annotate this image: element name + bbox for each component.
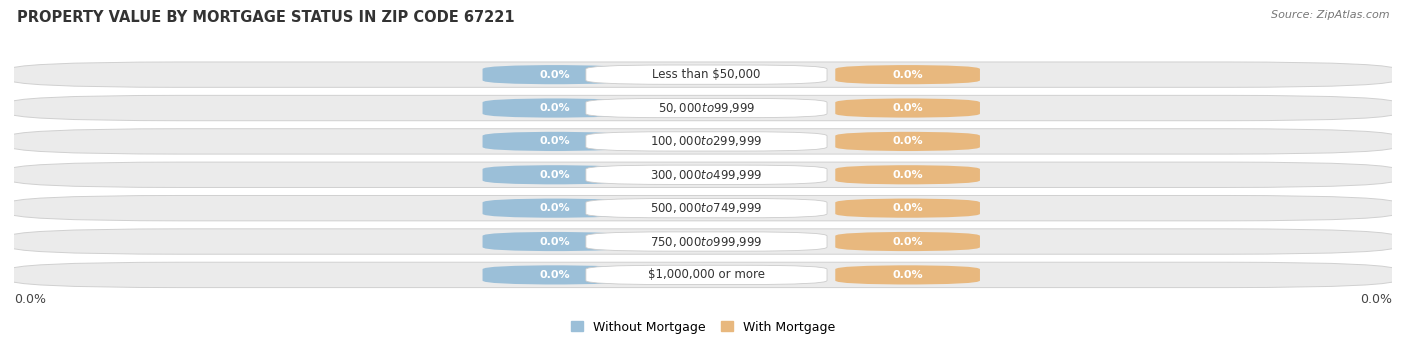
FancyBboxPatch shape: [482, 232, 627, 251]
FancyBboxPatch shape: [7, 95, 1399, 121]
FancyBboxPatch shape: [7, 162, 1399, 188]
FancyBboxPatch shape: [7, 262, 1399, 287]
FancyBboxPatch shape: [482, 198, 627, 218]
FancyBboxPatch shape: [586, 232, 827, 251]
Text: 0.0%: 0.0%: [540, 103, 571, 113]
Text: $1,000,000 or more: $1,000,000 or more: [648, 268, 765, 281]
Text: $300,000 to $499,999: $300,000 to $499,999: [650, 168, 762, 182]
FancyBboxPatch shape: [7, 229, 1399, 254]
Text: 0.0%: 0.0%: [893, 103, 922, 113]
FancyBboxPatch shape: [482, 65, 627, 84]
Text: 0.0%: 0.0%: [540, 170, 571, 180]
FancyBboxPatch shape: [7, 129, 1399, 154]
Text: $500,000 to $749,999: $500,000 to $749,999: [650, 201, 762, 215]
Text: PROPERTY VALUE BY MORTGAGE STATUS IN ZIP CODE 67221: PROPERTY VALUE BY MORTGAGE STATUS IN ZIP…: [17, 10, 515, 25]
FancyBboxPatch shape: [835, 132, 980, 151]
FancyBboxPatch shape: [586, 198, 827, 218]
Text: 0.0%: 0.0%: [540, 203, 571, 213]
FancyBboxPatch shape: [482, 132, 627, 151]
Text: 0.0%: 0.0%: [893, 203, 922, 213]
Text: 0.0%: 0.0%: [1360, 293, 1392, 306]
Text: Source: ZipAtlas.com: Source: ZipAtlas.com: [1271, 10, 1389, 20]
FancyBboxPatch shape: [835, 99, 980, 118]
Text: 0.0%: 0.0%: [540, 237, 571, 247]
FancyBboxPatch shape: [482, 165, 627, 184]
FancyBboxPatch shape: [835, 232, 980, 251]
Text: Less than $50,000: Less than $50,000: [652, 68, 761, 81]
Text: 0.0%: 0.0%: [893, 70, 922, 80]
FancyBboxPatch shape: [586, 265, 827, 284]
Text: 0.0%: 0.0%: [893, 136, 922, 146]
Text: 0.0%: 0.0%: [540, 270, 571, 280]
FancyBboxPatch shape: [586, 65, 827, 84]
Text: 0.0%: 0.0%: [540, 136, 571, 146]
Text: 0.0%: 0.0%: [893, 270, 922, 280]
Text: 0.0%: 0.0%: [893, 237, 922, 247]
Text: 0.0%: 0.0%: [893, 170, 922, 180]
Text: 0.0%: 0.0%: [540, 70, 571, 80]
FancyBboxPatch shape: [835, 165, 980, 184]
FancyBboxPatch shape: [586, 132, 827, 151]
FancyBboxPatch shape: [835, 198, 980, 218]
Legend: Without Mortgage, With Mortgage: Without Mortgage, With Mortgage: [565, 316, 841, 339]
FancyBboxPatch shape: [586, 99, 827, 118]
FancyBboxPatch shape: [835, 265, 980, 284]
FancyBboxPatch shape: [482, 99, 627, 118]
FancyBboxPatch shape: [7, 195, 1399, 221]
FancyBboxPatch shape: [586, 165, 827, 184]
FancyBboxPatch shape: [482, 265, 627, 284]
FancyBboxPatch shape: [7, 62, 1399, 87]
FancyBboxPatch shape: [835, 65, 980, 84]
Text: $750,000 to $999,999: $750,000 to $999,999: [650, 235, 762, 249]
Text: $100,000 to $299,999: $100,000 to $299,999: [651, 134, 762, 148]
Text: $50,000 to $99,999: $50,000 to $99,999: [658, 101, 755, 115]
Text: 0.0%: 0.0%: [14, 293, 46, 306]
